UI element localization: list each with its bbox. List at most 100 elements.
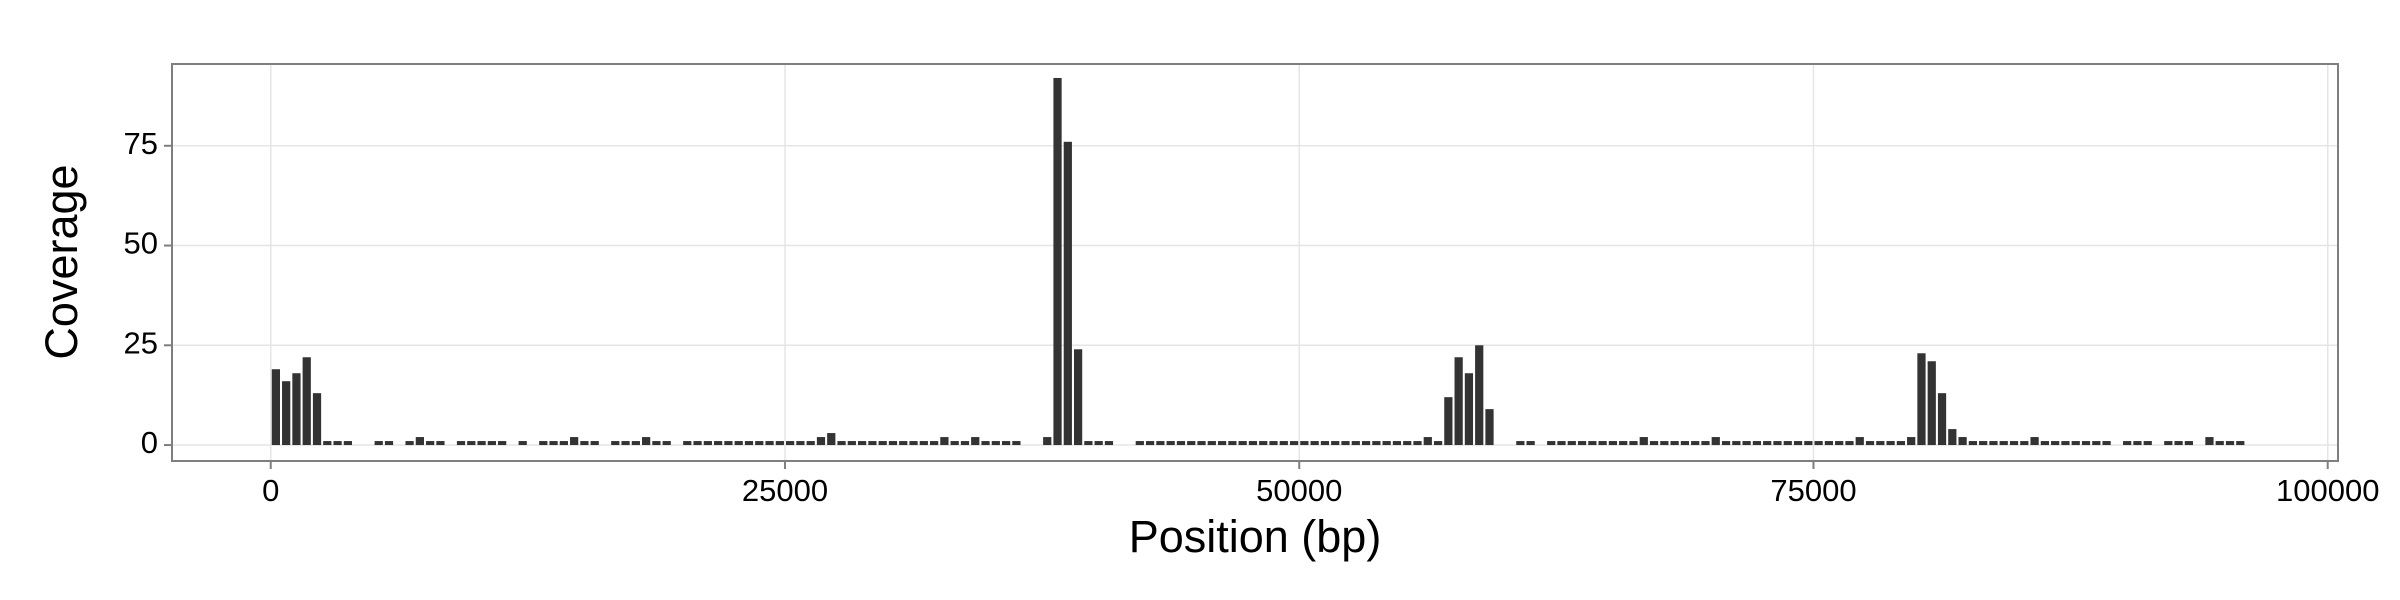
bar [1979, 441, 1988, 446]
bar [796, 441, 805, 446]
bar [1475, 345, 1484, 446]
bar [816, 437, 826, 446]
bar [806, 441, 815, 446]
bar [1187, 441, 1196, 446]
bar [2081, 441, 2091, 446]
bar [1732, 441, 1741, 446]
bar [1279, 441, 1288, 446]
x-axis-title: Position (bp) [1129, 511, 1382, 562]
bar [1351, 441, 1360, 446]
bar [1999, 441, 2008, 446]
bar [2030, 437, 2039, 446]
bar [570, 437, 579, 446]
bar [971, 437, 980, 446]
bar [2040, 441, 2049, 446]
bar [2164, 441, 2173, 446]
bar [1639, 437, 1648, 446]
bar [1886, 441, 1895, 446]
bar [2092, 441, 2101, 446]
bar [1824, 441, 1834, 446]
bar [878, 441, 887, 446]
bar [1680, 441, 1690, 446]
bar [518, 441, 527, 446]
bar [1793, 441, 1803, 446]
bar [724, 441, 733, 446]
bar [631, 441, 640, 446]
bar [384, 441, 394, 446]
x-tick-label: 0 [262, 473, 279, 508]
bar [919, 441, 928, 446]
x-tick-label: 75000 [1770, 473, 1856, 508]
bar [1289, 441, 1299, 446]
bar [786, 441, 795, 446]
bar [1907, 437, 1916, 446]
bar [2102, 441, 2111, 446]
bar [642, 437, 651, 446]
bar [312, 393, 322, 446]
x-tick-label: 100000 [2276, 473, 2379, 508]
bar [1320, 441, 1330, 446]
bar [1804, 441, 1813, 446]
bar [1094, 441, 1103, 446]
bar [539, 441, 548, 446]
bar [837, 441, 846, 446]
bar [662, 441, 671, 446]
bar [981, 441, 990, 446]
bar [580, 441, 589, 446]
bar [1968, 441, 1977, 446]
bar [1043, 437, 1052, 446]
bar [1649, 441, 1659, 446]
bar [1742, 441, 1751, 446]
bar [1403, 441, 1412, 446]
bar [1814, 441, 1823, 446]
bar [2143, 441, 2152, 446]
bar [1382, 441, 1391, 446]
bar [1691, 441, 1700, 446]
bar [888, 441, 898, 446]
bar [929, 441, 939, 446]
bar [693, 441, 702, 446]
bar [1629, 441, 1638, 446]
bar [1845, 441, 1854, 446]
bar [498, 441, 507, 446]
bar [621, 441, 630, 446]
bar [1773, 441, 1782, 446]
bar [1176, 441, 1186, 446]
bar [1927, 361, 1936, 446]
bar [1783, 441, 1792, 446]
bar [703, 441, 712, 446]
y-tick-label: 25 [124, 325, 158, 360]
x-tick-label: 25000 [742, 473, 828, 508]
bar [1855, 437, 1864, 446]
bar [1413, 441, 1422, 446]
bar [960, 441, 970, 446]
bar [1156, 441, 1165, 446]
bar [405, 441, 414, 446]
y-tick-label: 75 [124, 126, 158, 161]
bar [611, 441, 620, 446]
bar [1557, 441, 1566, 446]
bar [940, 437, 949, 446]
bar [1331, 441, 1340, 446]
bar [1567, 441, 1576, 446]
bar [282, 381, 291, 446]
bar [1012, 441, 1021, 446]
bar [1454, 357, 1463, 446]
bar [1084, 441, 1093, 446]
bar [1711, 437, 1720, 446]
bar [1145, 441, 1155, 446]
y-axis-title: Coverage [36, 164, 87, 359]
bar [1217, 441, 1227, 446]
bar [1660, 441, 1669, 446]
bar [1104, 441, 1114, 446]
bar [1135, 441, 1144, 446]
bar [2133, 441, 2142, 446]
bar [1300, 441, 1309, 446]
bar [1619, 441, 1628, 446]
bar [426, 441, 435, 446]
bar [1865, 441, 1875, 446]
bar [1608, 441, 1618, 446]
bar [590, 441, 599, 446]
bar [1228, 441, 1237, 446]
